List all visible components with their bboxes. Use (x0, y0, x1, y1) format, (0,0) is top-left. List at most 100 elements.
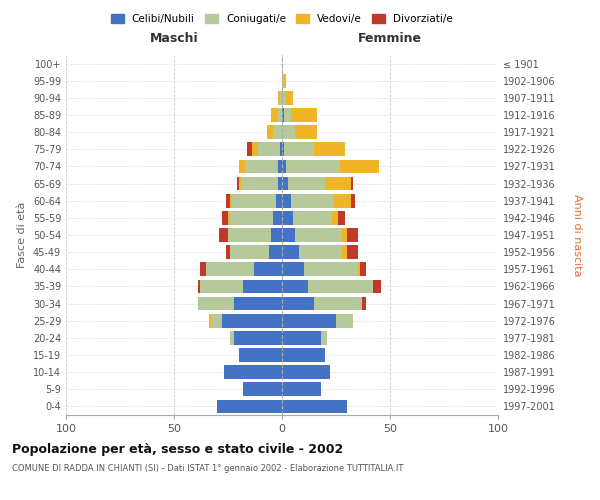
Bar (235, 331, 282, 344)
Bar (332, 211, 338, 224)
Bar (239, 348, 282, 362)
Bar (282, 211, 293, 224)
Bar (252, 142, 258, 156)
Bar (241, 176, 278, 190)
Bar (230, 194, 232, 207)
Bar (282, 194, 290, 207)
Bar (284, 108, 290, 122)
Bar (200, 262, 206, 276)
Bar (198, 296, 235, 310)
Bar (282, 331, 321, 344)
Bar (347, 246, 358, 259)
Bar (295, 228, 343, 242)
Text: COMUNE DI RADDA IN CHIANTI (SI) - Dati ISTAT 1° gennaio 2002 - Elaborazione TUTT: COMUNE DI RADDA IN CHIANTI (SI) - Dati I… (12, 464, 403, 473)
Y-axis label: Fasce di età: Fasce di età (17, 202, 27, 268)
Bar (343, 228, 347, 242)
Bar (340, 160, 379, 173)
Bar (293, 211, 332, 224)
Text: Popolazione per età, sesso e stato civile - 2002: Popolazione per età, sesso e stato civil… (12, 442, 343, 456)
Bar (282, 142, 284, 156)
Bar (373, 280, 382, 293)
Bar (282, 74, 284, 88)
Bar (282, 348, 325, 362)
Bar (274, 211, 282, 224)
Bar (284, 74, 286, 88)
Bar (211, 314, 221, 328)
Bar (243, 280, 282, 293)
Bar (224, 366, 282, 379)
Bar (290, 194, 334, 207)
Bar (282, 296, 314, 310)
Bar (226, 194, 230, 207)
Bar (220, 228, 228, 242)
Bar (239, 160, 245, 173)
Bar (228, 228, 271, 242)
Bar (289, 176, 325, 190)
Text: Femmine: Femmine (358, 32, 422, 44)
Y-axis label: Anni di nascita: Anni di nascita (572, 194, 583, 276)
Bar (278, 160, 282, 173)
Bar (245, 160, 278, 173)
Bar (206, 262, 254, 276)
Bar (358, 262, 360, 276)
Bar (338, 211, 344, 224)
Bar (282, 160, 286, 173)
Bar (274, 126, 282, 139)
Bar (236, 176, 239, 190)
Bar (280, 91, 282, 104)
Bar (230, 246, 269, 259)
Bar (314, 296, 362, 310)
Bar (351, 176, 353, 190)
Bar (258, 142, 280, 156)
Bar (308, 280, 373, 293)
Bar (278, 108, 282, 122)
Bar (226, 246, 230, 259)
Bar (351, 194, 355, 207)
Bar (282, 280, 308, 293)
Bar (280, 142, 282, 156)
Bar (282, 228, 295, 242)
Bar (221, 314, 282, 328)
Bar (217, 400, 282, 413)
Bar (247, 142, 252, 156)
Bar (209, 314, 211, 328)
Bar (282, 91, 286, 104)
Bar (299, 246, 343, 259)
Bar (282, 314, 336, 328)
Bar (334, 194, 351, 207)
Bar (198, 280, 200, 293)
Bar (360, 262, 366, 276)
Text: Maschi: Maschi (149, 32, 199, 44)
Bar (278, 176, 282, 190)
Bar (286, 160, 340, 173)
Bar (230, 211, 274, 224)
Bar (282, 262, 304, 276)
Bar (347, 228, 358, 242)
Bar (235, 296, 282, 310)
Bar (282, 108, 284, 122)
Bar (269, 246, 282, 259)
Bar (282, 176, 289, 190)
Bar (336, 314, 353, 328)
Bar (278, 91, 280, 104)
Bar (200, 280, 243, 293)
Bar (282, 400, 347, 413)
Bar (254, 262, 282, 276)
Bar (230, 331, 235, 344)
Bar (282, 366, 329, 379)
Bar (228, 211, 230, 224)
Bar (275, 194, 282, 207)
Bar (304, 262, 358, 276)
Bar (325, 176, 351, 190)
Bar (343, 246, 347, 259)
Bar (239, 176, 241, 190)
Bar (271, 108, 278, 122)
Bar (267, 126, 274, 139)
Bar (362, 296, 366, 310)
Bar (282, 382, 321, 396)
Bar (282, 246, 299, 259)
Bar (282, 126, 295, 139)
Bar (271, 228, 282, 242)
Legend: Celibi/Nubili, Coniugati/e, Vedovi/e, Divorziati/e: Celibi/Nubili, Coniugati/e, Vedovi/e, Di… (107, 10, 457, 29)
Bar (243, 382, 282, 396)
